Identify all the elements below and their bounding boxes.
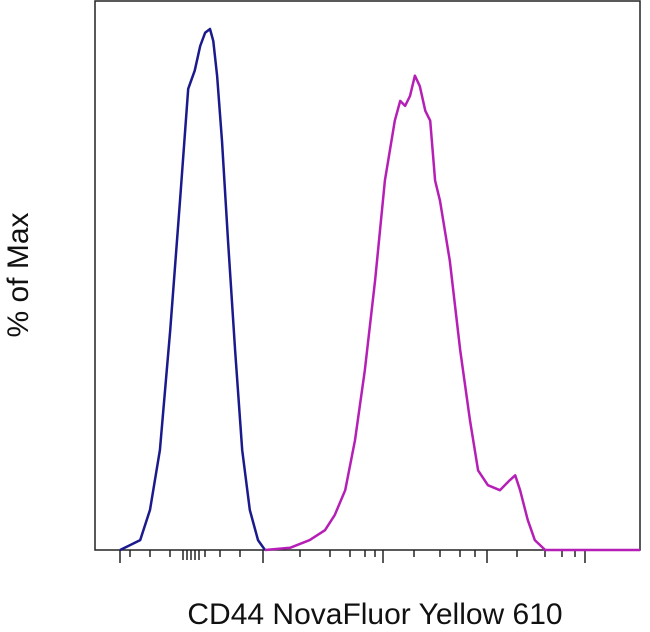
x-axis-label: CD44 NovaFluor Yellow 610: [187, 598, 562, 631]
y-axis-label: % of Max: [2, 212, 35, 337]
x-axis-ticks: [119, 550, 586, 563]
plot-frame: [94, 0, 641, 551]
series-line: [264, 74, 640, 552]
series-line: [119, 27, 267, 552]
